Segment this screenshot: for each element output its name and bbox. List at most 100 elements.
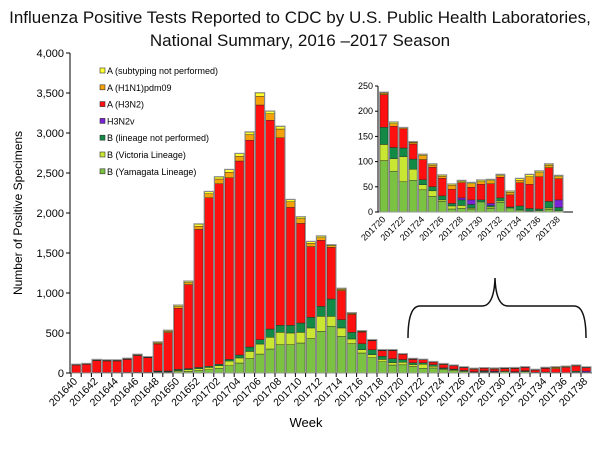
bar-segment-201716-4 — [357, 331, 367, 344]
bar-segment-201720-4 — [398, 354, 408, 360]
inset-bar-segment-201730-4 — [476, 184, 486, 201]
y-tick-label: 2,000 — [36, 208, 64, 220]
y-tick-label: 3,500 — [36, 88, 64, 100]
inset-bar-segment-201728-1 — [457, 205, 466, 209]
bar-segment-201712-2 — [316, 306, 326, 317]
bar-outline-201713 — [326, 244, 337, 374]
bar-segment-201704-5 — [234, 155, 244, 162]
inset-bar-segment-201729-4 — [467, 187, 476, 201]
bar-segment-201709-2 — [286, 325, 296, 334]
bar-segment-201716-0 — [357, 352, 367, 374]
inset-bar-segment-201726-2 — [438, 195, 447, 201]
bar-segment-201725-4 — [449, 365, 459, 370]
inset-bar-segment-201721-6 — [389, 122, 398, 125]
inset-bar-segment-201721-5 — [389, 123, 398, 127]
legend-label: B (Victoria Lineage) — [107, 150, 186, 160]
bar-segment-201707-0 — [265, 348, 275, 374]
inset-bar-segment-201731-4 — [486, 183, 495, 204]
inset-bar-segment-201737-5 — [544, 164, 554, 168]
inset-bar-segment-201724-0 — [418, 189, 427, 213]
bar-segment-201702-2 — [214, 364, 224, 367]
inset-bar-outline-201723 — [408, 140, 419, 213]
bar-segment-201708-1 — [275, 332, 285, 345]
bar-segment-201722-1 — [418, 364, 428, 369]
bar-outline-201642 — [91, 358, 103, 374]
inset-bar-segment-201732-6 — [496, 174, 505, 176]
bar-outline-201641 — [81, 362, 92, 374]
inset-bar-segment-201732-5 — [496, 175, 505, 178]
inset-bar-segment-201723-5 — [408, 142, 418, 145]
bar-outline-201646 — [132, 353, 143, 374]
bar-segment-201644-4 — [112, 360, 122, 373]
y-tick-label: 2,500 — [36, 168, 64, 180]
inset-bar-outline-201735 — [524, 173, 535, 213]
inset-bar-segment-201728-2 — [457, 199, 466, 206]
inset-bar-outline-201730 — [476, 179, 486, 213]
inset-y-tick-label: 0 — [368, 207, 373, 217]
bar-segment-201736-4 — [561, 367, 571, 373]
bar-segment-201706-0 — [255, 353, 265, 374]
bar-segment-201709-6 — [286, 199, 296, 203]
bar-segment-201712-1 — [316, 316, 326, 332]
inset-bar-segment-201738-3 — [554, 199, 563, 208]
legend-swatch — [99, 168, 106, 175]
bar-segment-201715-1 — [347, 338, 357, 344]
inset-bar-segment-201722-5 — [399, 127, 408, 130]
inset-bar-segment-201721-4 — [389, 126, 398, 148]
inset-bar-segment-201731-2 — [486, 205, 495, 208]
bar-segment-201707-6 — [265, 111, 275, 115]
inset-bar-outline-201721 — [388, 121, 399, 213]
bar-segment-201709-1 — [286, 332, 296, 345]
bar-segment-201710-1 — [296, 332, 306, 344]
legend-label: A (H3N2) — [107, 100, 144, 110]
bar-segment-201720-1 — [398, 362, 408, 366]
bar-segment-201717-0 — [367, 357, 377, 374]
bar-segment-201717-4 — [367, 340, 377, 350]
bar-segment-201714-1 — [337, 327, 347, 337]
bar-segment-201641-4 — [81, 364, 91, 373]
y-tick-label: 4,000 — [36, 48, 64, 60]
bar-segment-201650-6 — [173, 305, 183, 307]
bar-segment-201711-5 — [306, 243, 316, 247]
bar-outline-201643 — [101, 359, 113, 374]
bar-outline-201717 — [366, 338, 378, 374]
inset-bar-segment-201735-6 — [525, 174, 534, 177]
inset-bar-outline-201731 — [485, 178, 496, 213]
bar-segment-201713-5 — [326, 245, 336, 248]
legend-label: H3N2v — [107, 116, 135, 126]
inset-bar-segment-201731-1 — [486, 206, 495, 209]
bar-segment-201652-1 — [194, 368, 204, 371]
inset-bar-outline-201722 — [398, 126, 409, 213]
inset-bar-segment-201734-5 — [515, 180, 524, 183]
chart-title-line1: Influenza Positive Tests Reported to CDC… — [9, 8, 591, 27]
legend-label: A (subtyping not performed) — [107, 66, 218, 76]
inset-bar-segment-201731-0 — [486, 208, 495, 213]
bar-segment-201651-1 — [183, 369, 193, 372]
inset-bar-segment-201725-5 — [428, 164, 437, 168]
bar-segment-201709-4 — [286, 207, 296, 326]
bar-segment-201723-2 — [428, 364, 438, 367]
bar-segment-201718-1 — [377, 359, 387, 362]
bar-segment-201732-4 — [520, 367, 530, 371]
inset-bar-outline-201725 — [427, 163, 438, 213]
bar-segment-201705-4 — [245, 139, 255, 348]
bar-segment-201701-4 — [204, 197, 214, 367]
bar-outline-201652 — [193, 223, 204, 374]
inset-bar-segment-201736-2 — [535, 208, 544, 211]
inset-bar-segment-201732-0 — [496, 202, 505, 213]
inset-bar-segment-201736-4 — [535, 176, 544, 210]
bar-segment-201703-1 — [224, 360, 234, 367]
bar-outline-201733 — [530, 368, 541, 374]
chart-title-line2: National Summary, 2016 –2017 Season — [149, 31, 451, 50]
legend-label: A (H1N1)pdm09 — [107, 83, 172, 93]
bar-segment-201727-4 — [469, 369, 479, 372]
inset-y-tick-label: 250 — [358, 81, 373, 91]
inset-bar-segment-201737-6 — [544, 163, 554, 166]
bar-segment-201711-0 — [306, 338, 316, 374]
inset-bar-segment-201724-4 — [418, 159, 427, 180]
bar-segment-201714-4 — [337, 290, 347, 320]
y-tick-label: 1,000 — [36, 288, 64, 300]
bar-segment-201702-0 — [214, 368, 224, 374]
bar-outline-201648 — [152, 341, 164, 374]
bar-segment-201712-6 — [316, 235, 326, 238]
